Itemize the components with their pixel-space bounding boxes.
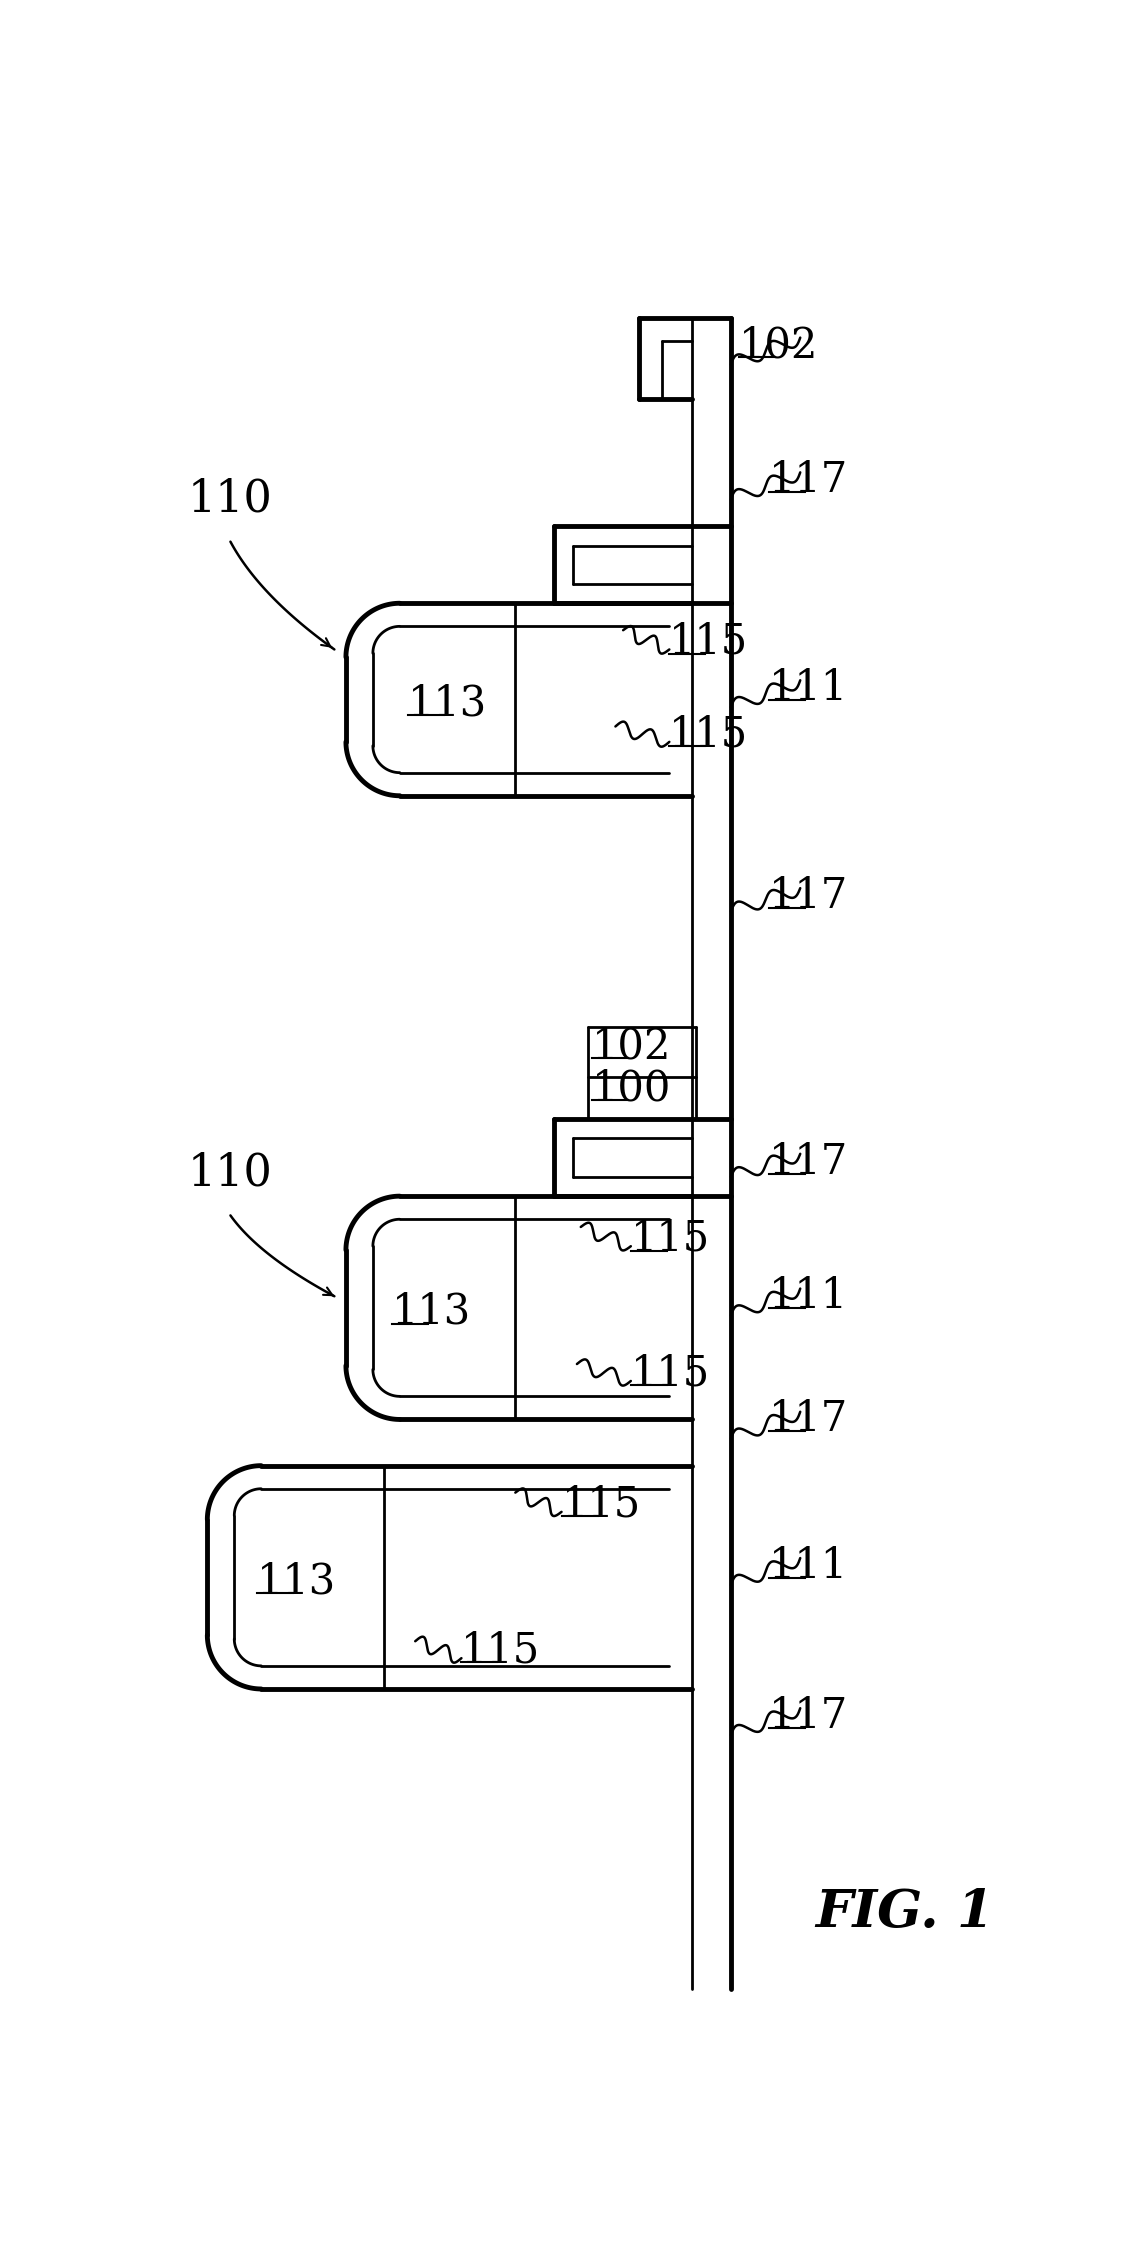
Text: 110: 110 — [189, 1152, 273, 1195]
Text: 117: 117 — [769, 875, 849, 916]
Text: 113: 113 — [408, 683, 487, 723]
Text: 115: 115 — [631, 1218, 710, 1259]
Text: 102: 102 — [592, 1025, 672, 1066]
Text: FIG. 1: FIG. 1 — [816, 1887, 994, 1937]
Text: 115: 115 — [561, 1483, 641, 1524]
Text: 117: 117 — [769, 1694, 849, 1737]
Text: 115: 115 — [670, 621, 749, 662]
Text: 111: 111 — [769, 1545, 848, 1588]
Text: 100: 100 — [592, 1068, 672, 1109]
Text: 115: 115 — [462, 1628, 541, 1672]
Text: 102: 102 — [738, 324, 818, 367]
Text: 117: 117 — [769, 1141, 849, 1182]
Text: 111: 111 — [769, 667, 848, 710]
Text: 115: 115 — [670, 712, 749, 755]
Text: 110: 110 — [189, 479, 273, 522]
Text: 111: 111 — [769, 1275, 848, 1318]
Text: 113: 113 — [392, 1290, 471, 1334]
Text: 117: 117 — [769, 1399, 849, 1440]
Text: 117: 117 — [769, 458, 849, 501]
Text: 115: 115 — [631, 1352, 710, 1395]
Text: 113: 113 — [257, 1560, 337, 1601]
